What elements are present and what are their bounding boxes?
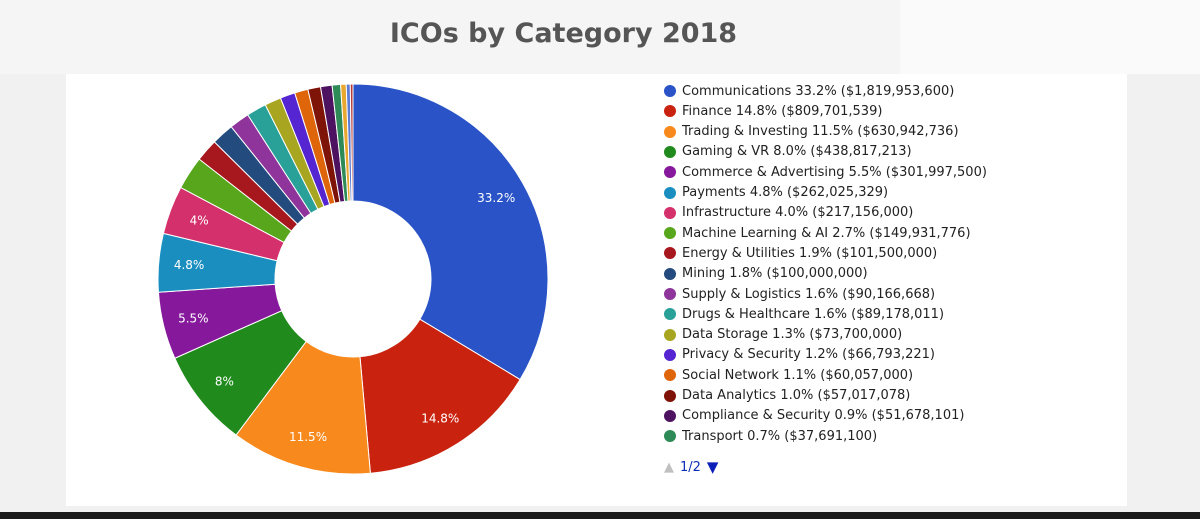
- legend-pager: ▲ 1/2 ▼: [664, 458, 718, 476]
- pie-chart: 33.2% 14.8% 11.5% 8% 5.5% 4.8% 4%: [157, 83, 549, 475]
- legend-label: Communications 33.2% ($1,819,953,600): [682, 83, 955, 99]
- legend-swatch: [664, 186, 676, 199]
- slice-data-label: 8%: [215, 375, 234, 389]
- pie-slice-other-20[interactable]: [349, 83, 354, 202]
- legend-swatch: [664, 389, 676, 402]
- legend-item[interactable]: Social Network 1.1% ($60,057,000): [664, 365, 913, 385]
- legend-label: Machine Learning & AI 2.7% ($149,931,776…: [682, 225, 971, 241]
- legend-swatch: [664, 369, 676, 382]
- legend-item[interactable]: Infrastructure 4.0% ($217,156,000): [664, 203, 913, 223]
- slice-data-label: 33.2%: [477, 191, 515, 205]
- top-band: [0, 0, 1200, 74]
- legend-swatch: [664, 206, 676, 219]
- legend-swatch: [664, 348, 676, 361]
- legend-item[interactable]: Communications 33.2% ($1,819,953,600): [664, 81, 954, 101]
- bottom-border: [0, 512, 1200, 519]
- legend-item[interactable]: Machine Learning & AI 2.7% ($149,931,776…: [664, 223, 971, 243]
- legend-swatch: [664, 409, 676, 422]
- legend-item[interactable]: Commerce & Advertising 5.5% ($301,997,50…: [664, 162, 987, 182]
- legend-item[interactable]: Payments 4.8% ($262,025,329): [664, 183, 888, 203]
- slice-data-label: 4%: [190, 214, 209, 228]
- legend-swatch: [664, 166, 676, 179]
- slice-data-label: 11.5%: [289, 430, 327, 444]
- legend-label: Trading & Investing 11.5% ($630,942,736): [682, 124, 959, 140]
- legend-label: Mining 1.8% ($100,000,000): [682, 266, 868, 282]
- legend-label: Compliance & Security 0.9% ($51,678,101): [682, 408, 965, 424]
- pie-slice-communications[interactable]: [352, 83, 549, 381]
- legend-item[interactable]: Energy & Utilities 1.9% ($101,500,000): [664, 243, 937, 263]
- legend-label: Commerce & Advertising 5.5% ($301,997,50…: [682, 164, 987, 180]
- legend-label: Data Analytics 1.0% ($57,017,078): [682, 388, 911, 403]
- legend-item[interactable]: Trading & Investing 11.5% ($630,942,736): [664, 122, 959, 142]
- legend-item[interactable]: Gaming & VR 8.0% ($438,817,213): [664, 142, 912, 162]
- legend-item[interactable]: Finance 14.8% ($809,701,539): [664, 101, 882, 121]
- legend-item[interactable]: Data Storage 1.3% ($73,700,000): [664, 325, 902, 345]
- pie-slice-finance[interactable]: [359, 318, 521, 474]
- top-right-panel: [900, 0, 1200, 74]
- legend-label: Payments 4.8% ($262,025,329): [682, 185, 889, 200]
- legend-swatch: [664, 105, 676, 118]
- legend-swatch: [664, 145, 676, 158]
- legend-item[interactable]: Drugs & Healthcare 1.6% ($89,178,011): [664, 304, 944, 324]
- legend-swatch: [664, 328, 676, 341]
- legend-label: Infrastructure 4.0% ($217,156,000): [682, 205, 914, 221]
- legend-label: Social Network 1.1% ($60,057,000): [682, 367, 914, 383]
- legend-item[interactable]: Mining 1.8% ($100,000,000): [664, 264, 868, 284]
- legend-swatch: [664, 430, 676, 443]
- slice-data-label: 4.8%: [174, 258, 205, 272]
- legend-label: Privacy & Security 1.2% ($66,793,221): [682, 347, 935, 363]
- legend-swatch: [664, 288, 676, 300]
- chart-card: 33.2% 14.8% 11.5% 8% 5.5% 4.8% 4% Communicatio…: [66, 74, 1127, 506]
- legend-swatch: [664, 247, 676, 260]
- pie-slice-trading-investing[interactable]: [235, 340, 371, 475]
- legend-item[interactable]: Data Analytics 1.0% ($57,017,078): [664, 386, 910, 406]
- slice-data-label: 14.8%: [421, 411, 459, 425]
- legend-label: Energy & Utilities 1.9% ($101,500,000): [682, 245, 938, 261]
- slice-data-label: 5.5%: [178, 312, 209, 326]
- legend-label: Transport 0.7% ($37,691,100): [682, 428, 878, 444]
- legend-swatch: [664, 85, 676, 97]
- legend-label: Data Storage 1.3% ($73,700,000): [682, 327, 903, 343]
- legend-swatch: [664, 227, 676, 240]
- legend-item[interactable]: Supply & Logistics 1.6% ($90,166,668): [664, 284, 935, 304]
- legend-label: Drugs & Healthcare 1.6% ($89,178,011): [682, 306, 945, 322]
- legend-page-label: 1/2: [680, 459, 701, 475]
- triangle-down-icon[interactable]: ▼: [706, 458, 719, 476]
- legend-label: Gaming & VR 8.0% ($438,817,213): [682, 144, 912, 160]
- chart-title: ICOs by Category 2018: [389, 18, 738, 49]
- legend-swatch: [664, 125, 676, 138]
- legend-item[interactable]: Privacy & Security 1.2% ($66,793,221): [664, 345, 935, 365]
- legend-label: Supply & Logistics 1.6% ($90,166,668): [682, 286, 936, 302]
- legend-swatch: [664, 267, 676, 280]
- legend-item[interactable]: Compliance & Security 0.9% ($51,678,101): [664, 406, 964, 426]
- legend-item[interactable]: Transport 0.7% ($37,691,100): [664, 426, 877, 446]
- legend-swatch: [664, 308, 676, 321]
- triangle-up-icon[interactable]: ▲: [664, 459, 674, 475]
- legend-label: Finance 14.8% ($809,701,539): [682, 103, 883, 119]
